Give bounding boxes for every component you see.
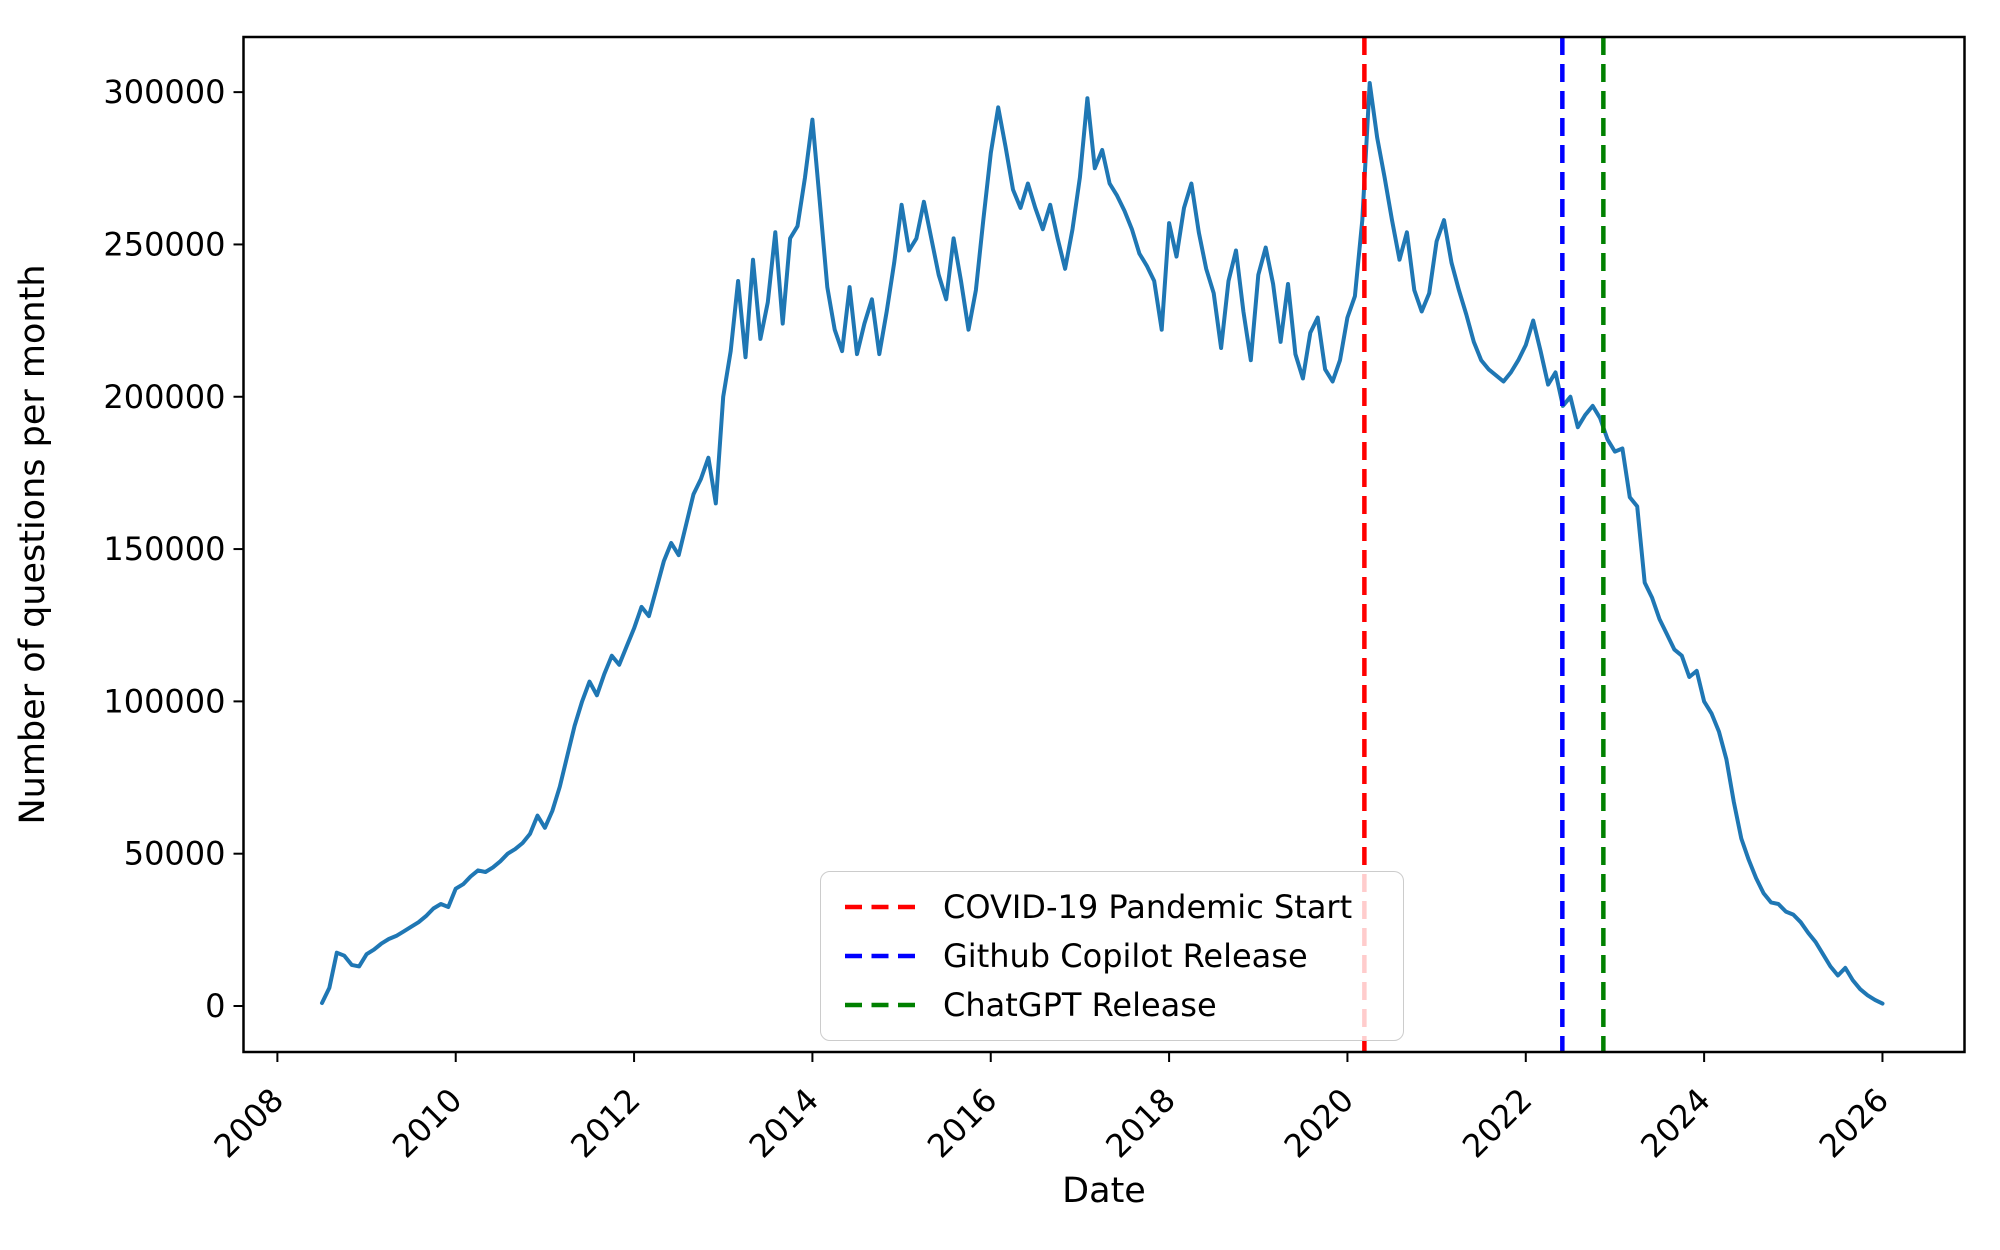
legend-item-chatgpt: ChatGPT Release [845, 989, 1393, 1021]
plot-border [242, 35, 1966, 1054]
legend-label-copilot: Github Copilot Release [943, 936, 1308, 975]
y-tick-label: 0 [205, 987, 225, 1025]
legend: COVID-19 Pandemic Start Github Copilot R… [820, 871, 1404, 1041]
y-tick-label: 150000 [103, 530, 225, 568]
y-tick-label: 250000 [103, 225, 225, 263]
y-tick-label: 300000 [103, 73, 225, 111]
y-tick-label: 50000 [124, 835, 226, 873]
y-axis-label: Number of questions per month [13, 264, 53, 824]
legend-label-chatgpt: ChatGPT Release [943, 986, 1217, 1025]
x-axis-label: Date [1062, 1171, 1146, 1211]
questions-series-line [320, 81, 1885, 1006]
legend-item-covid: COVID-19 Pandemic Start [845, 891, 1393, 923]
dashed-line-sample-covid [845, 904, 915, 909]
dashed-line-sample-chatgpt [845, 1003, 915, 1008]
dashed-line-sample-copilot [845, 953, 915, 959]
y-tick-label: 100000 [103, 682, 225, 720]
legend-label-covid: COVID-19 Pandemic Start [943, 887, 1353, 926]
y-tick-label: 200000 [103, 378, 225, 416]
legend-item-copilot: Github Copilot Release [845, 940, 1393, 972]
